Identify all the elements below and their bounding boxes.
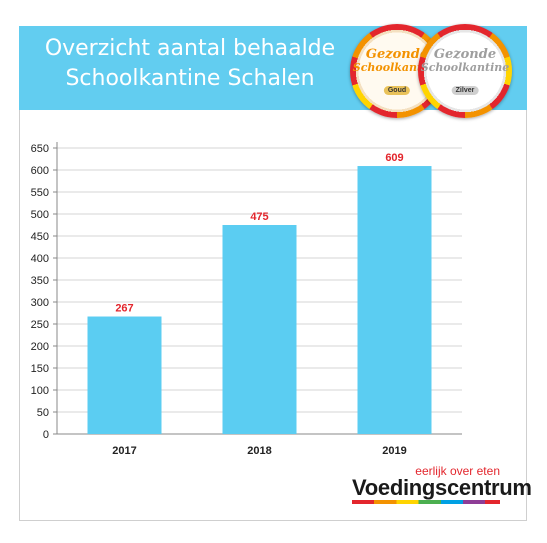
y-tick-label: 200: [31, 341, 49, 353]
y-tick-label: 650: [31, 143, 49, 155]
logo-tagline: eerlijk over eten: [415, 464, 500, 478]
logo-stripe: [352, 500, 500, 504]
y-tick-label: 550: [31, 187, 49, 199]
y-tick-label: 150: [31, 363, 49, 375]
y-tick-label: 0: [43, 429, 49, 441]
y-tick-label: 350: [31, 275, 49, 287]
y-tick-label: 250: [31, 319, 49, 331]
voedingscentrum-logo: eerlijk over eten Voedingscentrum: [352, 455, 532, 505]
bar-2018: [222, 225, 297, 434]
x-tick-label-2019: 2019: [382, 445, 406, 457]
data-label-2017: 267: [115, 303, 133, 315]
badge-silver-level: Zilver: [451, 86, 479, 95]
title-line-1: Overzicht aantal behaalde: [44, 36, 336, 61]
y-tick-label: 300: [31, 297, 49, 309]
badge-silver-text: Gezonde Schoolkantine: [420, 47, 510, 74]
data-label-2019: 609: [385, 152, 403, 164]
y-tick-label: 600: [31, 165, 49, 177]
logo-name: Voedingscentrum: [352, 475, 532, 500]
y-tick-label: 50: [37, 407, 49, 419]
bar-2017: [87, 316, 162, 434]
bar-2019: [357, 166, 432, 435]
x-tick-label-2017: 2017: [112, 445, 136, 457]
data-label-2018: 475: [250, 211, 268, 223]
chart-title: Overzicht aantal behaalde Schoolkantine …: [30, 34, 350, 94]
y-tick-label: 100: [31, 385, 49, 397]
title-line-2: Schoolkantine Schalen: [65, 66, 315, 91]
x-tick-label-2018: 2018: [247, 445, 271, 457]
y-tick-label: 500: [31, 209, 49, 221]
y-tick-label: 400: [31, 253, 49, 265]
y-tick-label: 450: [31, 231, 49, 243]
badge-silver: Gezonde Schoolkantine Zilver: [418, 24, 512, 118]
badge-gold-level: Goud: [383, 86, 411, 95]
